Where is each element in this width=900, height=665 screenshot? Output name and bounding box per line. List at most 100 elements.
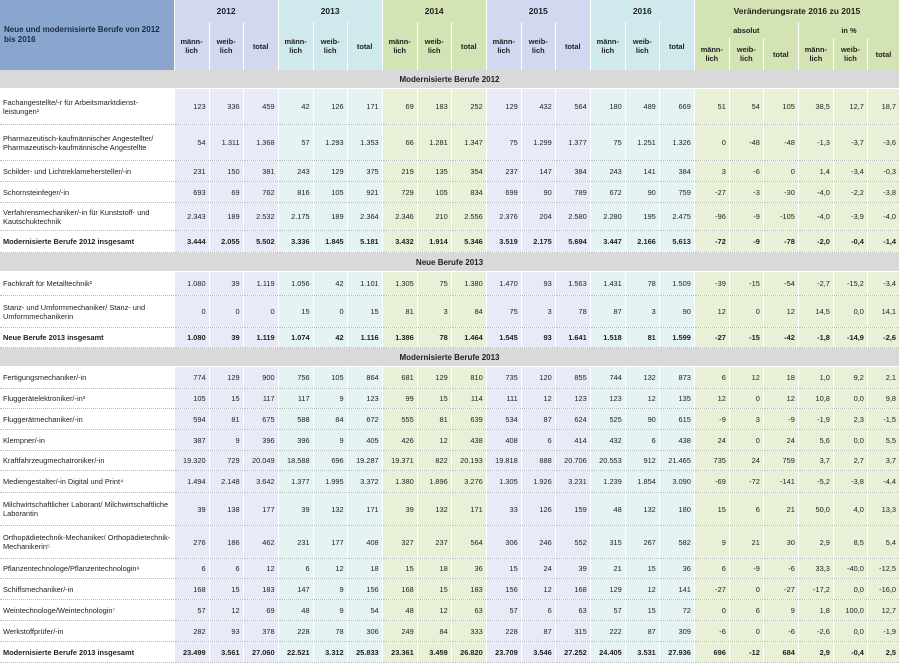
table-cell: 19.371 [382,450,418,471]
table-cell: 5.502 [243,230,279,253]
table-cell: 15 [417,388,452,409]
year-2015-header: 2015 [486,0,591,22]
table-cell: 3.090 [659,470,695,493]
table-cell: -2,7 [798,271,834,296]
row-label: Pflanzentechnologe/Pflanzentechnologin⁶ [0,558,175,579]
year-2016-header: 2016 [590,0,695,22]
table-cell: -72 [729,470,764,493]
table-cell: 171 [347,492,383,526]
table-cell: 588 [278,408,314,430]
col-total: total [763,38,799,70]
table-cell: 282 [174,620,210,642]
table-cell: 774 [174,366,210,389]
table-cell: 81 [417,408,452,430]
col-female: weib-lich [209,22,244,70]
col-male: männ-lich [694,38,730,70]
table-cell: -27 [694,327,730,348]
table-cell: 231 [174,160,210,182]
table-cell: 141 [659,578,695,600]
year-2012-header: 2012 [174,0,279,22]
col-total: total [451,22,487,70]
table-cell: 19.818 [486,450,522,471]
table-cell: -1,5 [867,408,900,430]
row-label: Fluggerätelektroniker/-in³ [0,388,175,409]
table-cell: 21 [590,558,626,579]
table-cell: 252 [451,88,487,125]
table-cell: 6 [521,429,556,451]
table-cell: 63 [555,599,591,621]
table-cell: 10,8 [798,388,834,409]
table-cell: 171 [347,88,383,125]
table-cell: 24 [521,558,556,579]
table-cell: 744 [590,366,626,389]
table-cell: 15 [209,578,244,600]
table-cell: 150 [209,160,244,182]
table-cell: 21 [763,492,799,526]
table-row: Kraftfahrzeugmechatroniker/-in 19.320 729 2… [0,450,900,471]
table-cell: 22.521 [278,641,314,663]
table-cell: 1.563 [555,271,591,296]
table-cell: -9 [694,408,730,430]
table-cell: 6 [174,558,210,579]
table-cell: 15 [625,558,660,579]
table-cell: 36 [659,558,695,579]
table-cell: 564 [555,88,591,125]
table-cell: 2.280 [590,202,626,231]
col-male: männ-lich [486,22,522,70]
table-cell: 26.820 [451,641,487,663]
table-cell: 12 [521,388,556,409]
table-cell: 105 [417,181,452,203]
table-cell: 33 [486,492,522,526]
table-cell: 408 [486,429,522,451]
table-cell: 39 [209,327,244,348]
row-label: Werkstoffprüfer/-in [0,620,175,642]
table-cell: 93 [521,327,556,348]
table-cell: 9 [313,429,348,451]
table-cell: -9 [729,230,764,253]
table-cell: 186 [209,525,244,559]
table-cell: 1.377 [278,470,314,493]
table-cell: 2,7 [833,450,868,471]
table-cell: 378 [243,620,279,642]
table-cell: -9 [729,202,764,231]
table-cell: 1.080 [174,327,210,348]
table-cell: 24 [763,429,799,451]
table-cell: 25.833 [347,641,383,663]
table-cell: -4,0 [798,202,834,231]
table-cell: -2,0 [798,230,834,253]
table-cell: 117 [243,388,279,409]
table-cell: 267 [625,525,660,559]
table-cell: 735 [486,366,522,389]
table-cell: 729 [382,181,418,203]
table-cell: 1.995 [313,470,348,493]
table-cell: 1.305 [382,271,418,296]
table-total-row: Neue Berufe 2013 insgesamt 1.080 39 1.119 1.… [0,327,900,348]
table-cell: 15 [382,558,418,579]
table-cell: 6 [694,558,730,579]
table-cell: 624 [555,408,591,430]
table-cell: 1.641 [555,327,591,348]
table-cell: 438 [659,429,695,451]
table-cell: 18.588 [278,450,314,471]
table-row: Milchwirtschaftlicher Laborant/ Milchwir… [0,492,900,526]
table-cell: 5.181 [347,230,383,253]
table-cell: 462 [243,525,279,559]
table-cell: 183 [243,578,279,600]
table-cell: -3,8 [867,181,900,203]
table-cell: 0 [694,124,730,161]
table-cell: 90 [625,181,660,203]
table-total-row: Modernisierte Berufe 2012 insgesamt 3.444… [0,230,900,253]
table-row: Pharmazeutisch-kaufmännischer Angestellt… [0,124,900,161]
table-cell: 27.252 [555,641,591,663]
table-cell: -27 [694,578,730,600]
table-cell: 5.694 [555,230,591,253]
table-cell: 6 [729,599,764,621]
table-cell: 12 [521,578,556,600]
table-cell: 24 [694,429,730,451]
table-cell: 24.405 [590,641,626,663]
table-cell: 0,0 [833,388,868,409]
table-cell: 138 [209,492,244,526]
table-cell: 105 [313,181,348,203]
table-cell: 534 [486,408,522,430]
